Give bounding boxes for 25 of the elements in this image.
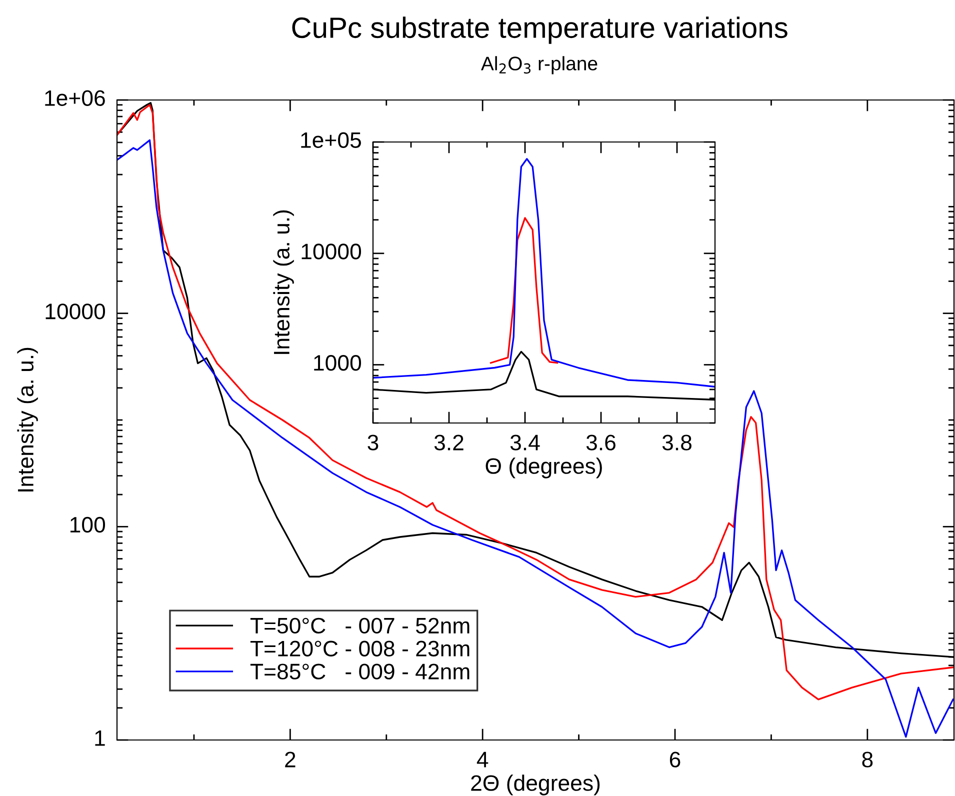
chart-title: CuPc substrate temperature variations [292, 16, 788, 44]
x-tick-label: 3.2 [434, 434, 464, 450]
x-tick-label: 3.4 [510, 434, 540, 450]
x-tick-label: 8 [862, 752, 873, 768]
y-tick-label: 100 [70, 516, 106, 533]
legend-label: T=50°C - 007 - 52nm [250, 618, 470, 634]
x-tick-label: 4 [476, 752, 488, 768]
y-tick-label: 1e+06 [45, 90, 105, 106]
x-tick-label: 3.8 [662, 434, 692, 450]
x-tick-label: 3.6 [586, 434, 616, 450]
y-tick-label: 1 [95, 730, 105, 746]
y-axis-title: Intensity (a. u.) [273, 210, 294, 354]
y-axis-title: Intensity (a. u.) [17, 348, 38, 492]
x-axis-title: 2Θ (degrees) [471, 774, 600, 796]
y-tick-label: 10000 [46, 304, 106, 320]
y-tick-label: 10000 [302, 244, 362, 260]
legend-label: T=85°C - 009 - 42nm [250, 664, 470, 680]
x-tick-label: 3 [368, 434, 378, 450]
chart-subtitle: Al$_{2}$O$_{3}$ r-plane [480, 56, 598, 74]
x-tick-label: 2 [285, 752, 296, 768]
x-axis-title: Θ (degrees) [486, 458, 602, 478]
legend-label: T=120°C - 008 - 23nm [250, 640, 470, 656]
y-tick-label: 1e+05 [301, 132, 361, 148]
x-tick-label: 6 [670, 752, 680, 768]
y-tick-label: 1000 [314, 354, 362, 371]
